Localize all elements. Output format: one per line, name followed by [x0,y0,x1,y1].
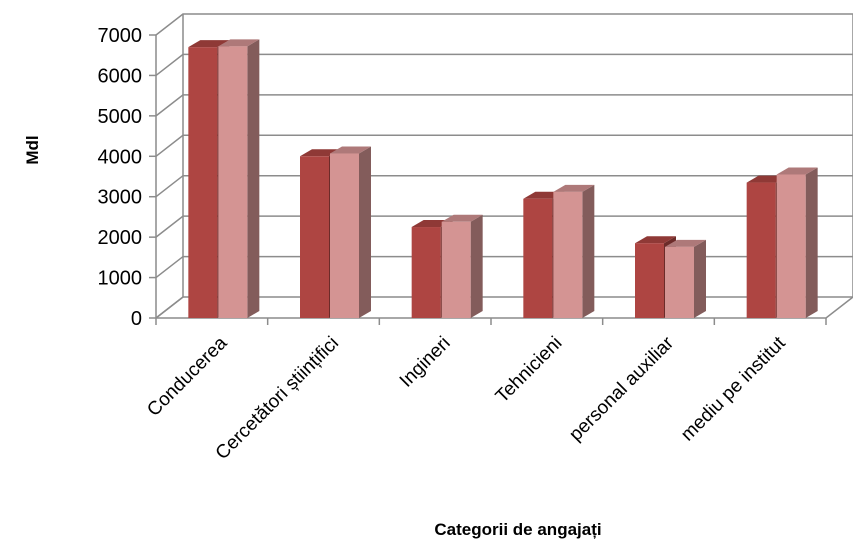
gridline [155,94,853,117]
bar-front [188,47,218,318]
bar-front [218,46,248,318]
bar-top [553,184,595,192]
gridline [155,215,853,238]
x-tick-label: mediu pe institut [677,332,790,445]
gridline [155,174,853,198]
bar-front [746,182,776,318]
bar-top [441,214,483,222]
bar-front [411,227,441,318]
gridline [155,53,853,77]
y-tick-label: 0 [131,308,142,330]
bar-front [330,153,359,318]
x-tick-label: Ingineri [396,333,455,392]
bar-front [441,221,471,318]
bar [218,39,260,318]
y-tick-label: 3000 [98,187,143,209]
bar-top [635,236,676,244]
bar [553,184,595,318]
x-axis-title: Categorii de angajați [434,520,601,539]
bars [188,39,818,318]
bar-side [582,184,595,318]
bar-top [330,146,371,154]
x-tick-label: Tehnicieni [492,333,567,408]
y-tick-label: 2000 [98,227,143,249]
bar-side [470,214,483,318]
gridline [155,134,853,157]
y-axis-title: Mdl [23,135,42,164]
x-tick-label: Conducerea [143,332,231,420]
y-tick-label: 6000 [98,65,143,87]
y-tick-label: 5000 [98,106,143,128]
bar-front [665,246,694,318]
bar-front [300,156,329,318]
bar [330,146,371,318]
bar-side [359,146,371,318]
bar [776,167,818,318]
gridlines [155,13,853,319]
y-tick-label: 1000 [98,268,143,290]
bar [665,239,706,318]
bar-front [776,174,806,318]
bar-top [218,39,260,47]
y-tick-label: 7000 [98,25,143,47]
gridline [155,296,853,319]
bar-top [188,40,230,48]
bar-side [694,239,706,318]
bar-front [553,191,583,318]
bar-side [805,167,818,318]
bar-side [247,39,260,318]
y-axis-ticks: 0 1000 2000 3000 4000 5000 6000 7000 [98,25,156,330]
x-tick-label: Cercetători științifici [212,333,343,464]
bar-top [665,239,706,247]
x-tick-label: personal auxiliar [565,332,678,445]
back-wall-edge [155,14,184,319]
gridline [155,13,853,36]
bar [441,214,483,318]
bar-top [776,167,818,175]
bar-front [635,243,664,318]
bar-front [523,198,553,318]
gridline [155,255,853,279]
y-tick-label: 4000 [98,146,143,168]
